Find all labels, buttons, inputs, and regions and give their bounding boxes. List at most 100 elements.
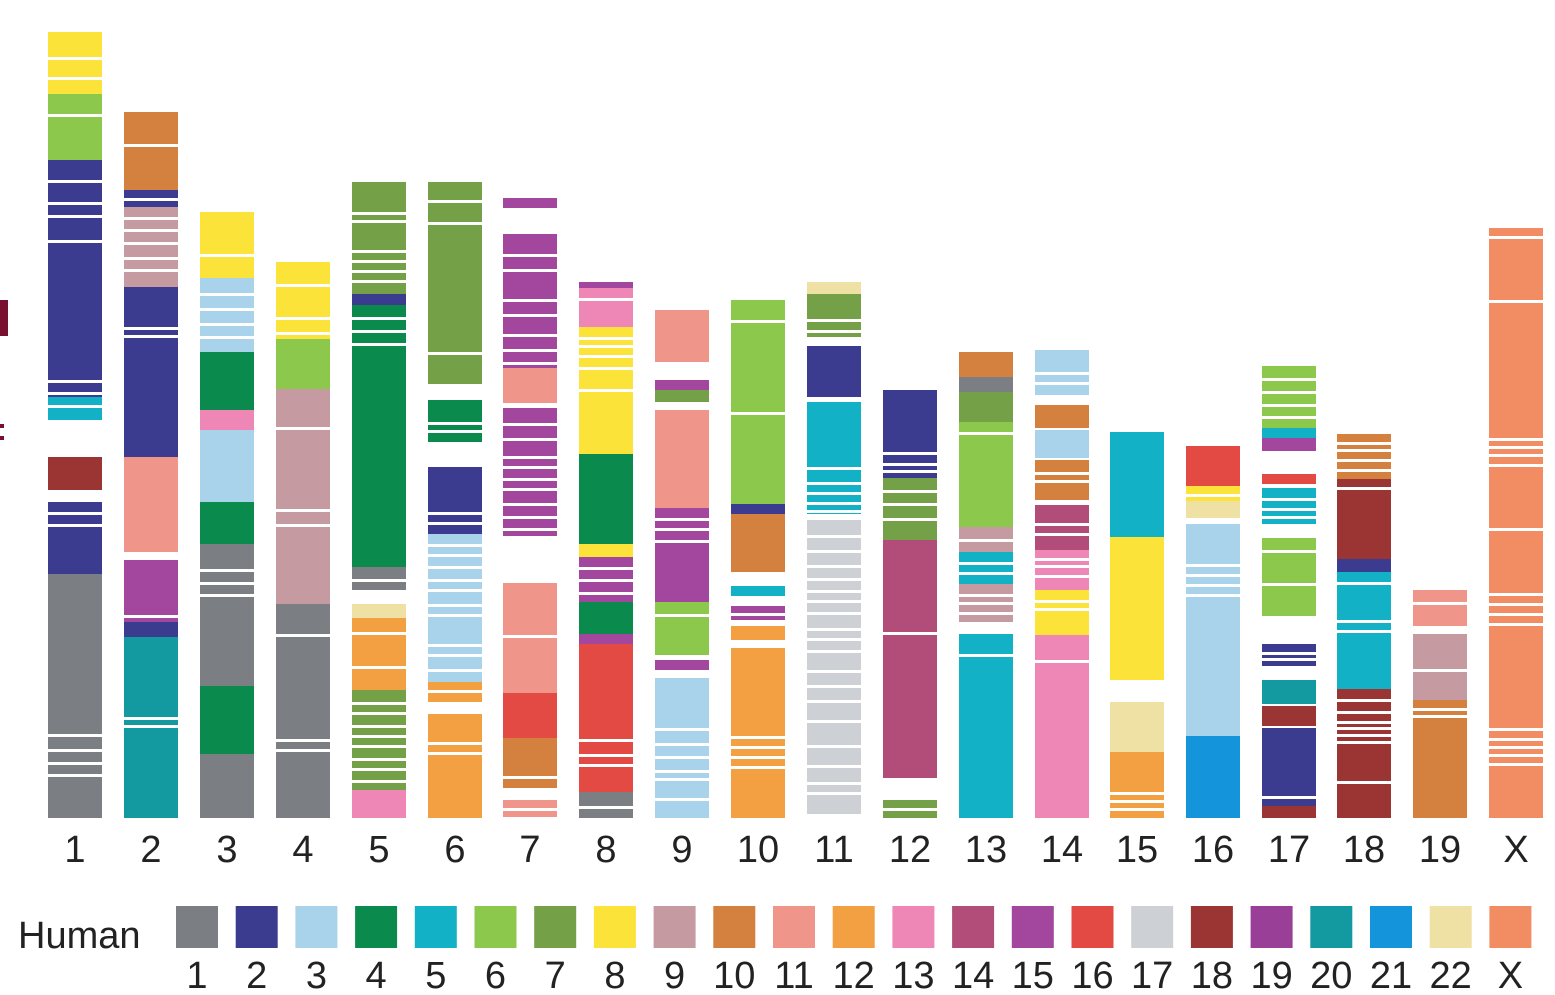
legend-label: 3 — [306, 955, 327, 995]
segment-human-chr-9 — [276, 389, 330, 604]
band-divider — [1489, 763, 1543, 766]
segment-human-chr-2 — [352, 294, 406, 305]
band-divider — [352, 280, 406, 283]
band-divider — [1489, 754, 1543, 757]
band-divider — [1186, 564, 1240, 567]
mouse-chromosome-1 — [48, 32, 102, 818]
mouse-chromosome-15 — [1110, 432, 1164, 818]
legend-label: 7 — [545, 955, 566, 995]
segment-human-chr-22 — [807, 282, 861, 294]
band-divider — [48, 202, 102, 205]
mouse-chromosome-label: 18 — [1343, 829, 1385, 871]
band-divider — [807, 590, 861, 593]
segment-human-chr-13 — [352, 790, 406, 818]
segment-human-chr-12 — [731, 648, 785, 818]
band-divider — [428, 589, 482, 592]
band-divider — [1337, 469, 1391, 472]
band-divider — [428, 579, 482, 582]
band-divider — [503, 362, 557, 365]
band-divider — [48, 524, 102, 527]
band-divider — [1489, 454, 1543, 457]
legend-label: 20 — [1310, 955, 1352, 995]
band-divider — [428, 522, 482, 525]
segment-human-chr-7 — [883, 478, 937, 540]
band-divider — [503, 438, 557, 441]
band-divider — [1337, 630, 1391, 633]
band-divider — [1413, 669, 1467, 672]
band-divider — [48, 734, 102, 737]
segment-human-chr-15 — [655, 380, 709, 390]
band-divider — [807, 670, 861, 673]
band-divider — [200, 293, 254, 296]
band-divider — [579, 764, 633, 767]
segment-human-chr-1 — [200, 544, 254, 686]
band-divider — [200, 336, 254, 339]
band-divider — [807, 745, 861, 748]
segment-human-chr-15 — [655, 660, 709, 670]
legend-label: 19 — [1250, 955, 1292, 995]
band-divider — [428, 742, 482, 745]
band-divider — [1337, 699, 1391, 702]
mouse-chromosome-label: 4 — [292, 829, 313, 871]
band-divider — [655, 798, 709, 801]
segment-human-chr-6 — [276, 339, 330, 389]
legend-swatch-8 — [593, 906, 636, 948]
mouse-chromosome-3 — [200, 212, 254, 818]
legend-label: 2 — [246, 955, 267, 995]
legend-label: 17 — [1131, 955, 1173, 995]
segment-human-chr-10 — [731, 514, 785, 572]
band-divider — [503, 314, 557, 317]
segment-human-chr-2 — [124, 287, 178, 457]
band-divider — [503, 349, 557, 352]
band-divider — [579, 579, 633, 582]
mouse-chromosome-label: 1 — [64, 829, 85, 871]
legend-labels: 1 2 3 4 5 6 7 8 9 10 11 12 13 14 15 16 17 18 19 20 21 22 X — [186, 955, 1523, 995]
legend-label: 10 — [713, 955, 755, 995]
segment-human-chr-5 — [959, 634, 1013, 818]
band-divider — [807, 600, 861, 603]
legend-swatch-20 — [1310, 906, 1353, 948]
segment-human-chr-21 — [1186, 736, 1240, 818]
band-divider — [352, 260, 406, 263]
band-divider — [1489, 438, 1543, 441]
band-divider — [503, 299, 557, 302]
band-divider — [807, 628, 861, 631]
segment-human-chr-16 — [1262, 474, 1316, 484]
band-divider — [1337, 487, 1391, 490]
band-divider — [1035, 480, 1089, 483]
segment-human-chr-7 — [959, 392, 1013, 422]
band-divider — [428, 512, 482, 515]
band-divider — [428, 544, 482, 547]
band-divider — [352, 317, 406, 320]
band-divider — [731, 766, 785, 769]
segment-human-chr-16 — [503, 693, 557, 738]
band-divider — [959, 539, 1013, 542]
band-divider — [1337, 727, 1391, 730]
band-divider — [276, 509, 330, 512]
band-divider — [428, 614, 482, 617]
mouse-chromosome-5 — [352, 182, 406, 818]
band-divider — [1337, 711, 1391, 714]
segment-human-chr-22 — [1186, 501, 1240, 518]
band-divider — [48, 512, 102, 515]
band-divider — [124, 198, 178, 201]
band-divider — [200, 254, 254, 257]
mouse-chromosome-12 — [883, 390, 937, 818]
band-divider — [655, 728, 709, 731]
segment-human-chr-8 — [1186, 486, 1240, 501]
mouse-chromosome-6 — [428, 182, 482, 818]
band-divider — [352, 768, 406, 771]
legend-label: 1 — [186, 955, 207, 995]
band-divider — [579, 592, 633, 595]
band-divider — [200, 323, 254, 326]
legend-swatch-1 — [176, 906, 218, 948]
band-divider — [48, 749, 102, 752]
band-divider — [1489, 613, 1543, 616]
band-divider — [1489, 728, 1543, 731]
band-divider — [48, 215, 102, 218]
segment-human-chr-6 — [959, 422, 1013, 527]
band-divider — [1110, 800, 1164, 803]
segment-human-chr-4 — [352, 305, 406, 567]
segment-human-chr-6 — [1262, 538, 1316, 616]
band-divider — [124, 257, 178, 260]
